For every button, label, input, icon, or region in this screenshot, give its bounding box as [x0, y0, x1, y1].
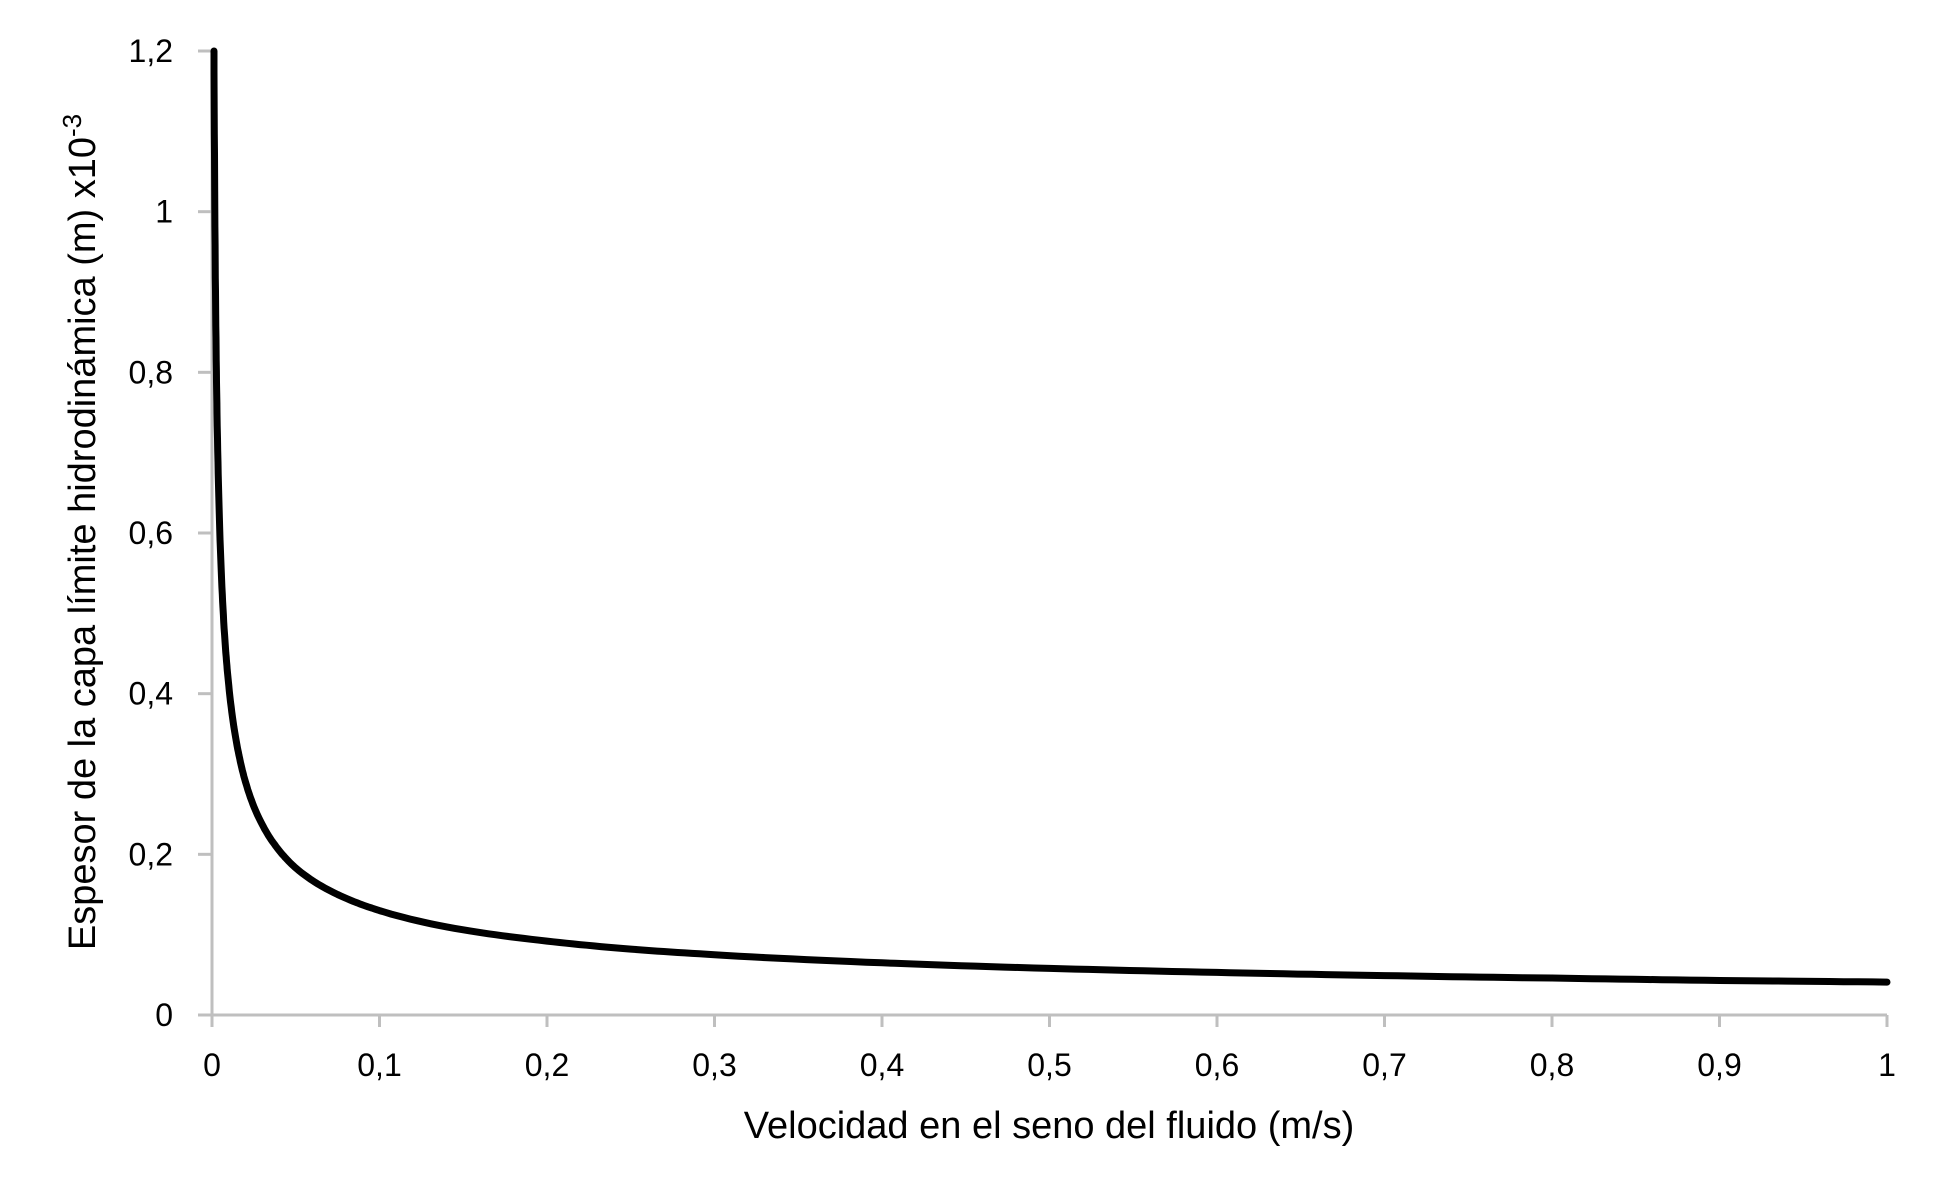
x-tick-label: 0 — [203, 1047, 221, 1083]
y-tick-label: 0,4 — [129, 676, 173, 712]
y-axis-title: Espesor de la capa límite hidrodinámica … — [57, 114, 104, 950]
x-axis-ticks — [210, 1015, 1889, 1027]
data-line — [210, 47, 1891, 986]
y-tick-label: 0,6 — [129, 515, 173, 551]
x-tick-label: 0,2 — [525, 1047, 569, 1083]
x-axis-tick-labels: 0 0,1 0,2 0,3 0,4 0,5 0,6 0,7 0,8 0,9 1 — [203, 1047, 1896, 1083]
y-axis-title-superscript: -3 — [57, 114, 87, 137]
x-tick-label: 0,9 — [1697, 1047, 1741, 1083]
y-axis-title-main: Espesor de la capa límite hidrodinámica … — [62, 137, 104, 950]
x-tick-label: 0,1 — [357, 1047, 401, 1083]
y-axis-tick-labels: 0 0,2 0,4 0,6 0,8 1 1,2 — [129, 33, 173, 1033]
y-tick-label: 0,2 — [129, 836, 173, 872]
x-tick-label: 0,4 — [860, 1047, 904, 1083]
x-tick-label: 0,3 — [692, 1047, 736, 1083]
y-tick-label: 0 — [155, 997, 173, 1033]
x-tick-label: 0,8 — [1530, 1047, 1574, 1083]
x-axis-title: Velocidad en el seno del fluido (m/s) — [744, 1105, 1354, 1147]
x-tick-label: 0,6 — [1195, 1047, 1239, 1083]
x-tick-label: 0,7 — [1362, 1047, 1406, 1083]
y-tick-label: 1 — [155, 194, 173, 230]
x-tick-label: 0,5 — [1027, 1047, 1071, 1083]
x-tick-label: 1 — [1878, 1047, 1896, 1083]
y-tick-label: 0,8 — [129, 354, 173, 390]
y-tick-label: 1,2 — [129, 33, 173, 69]
y-axis-ticks — [198, 49, 212, 1017]
